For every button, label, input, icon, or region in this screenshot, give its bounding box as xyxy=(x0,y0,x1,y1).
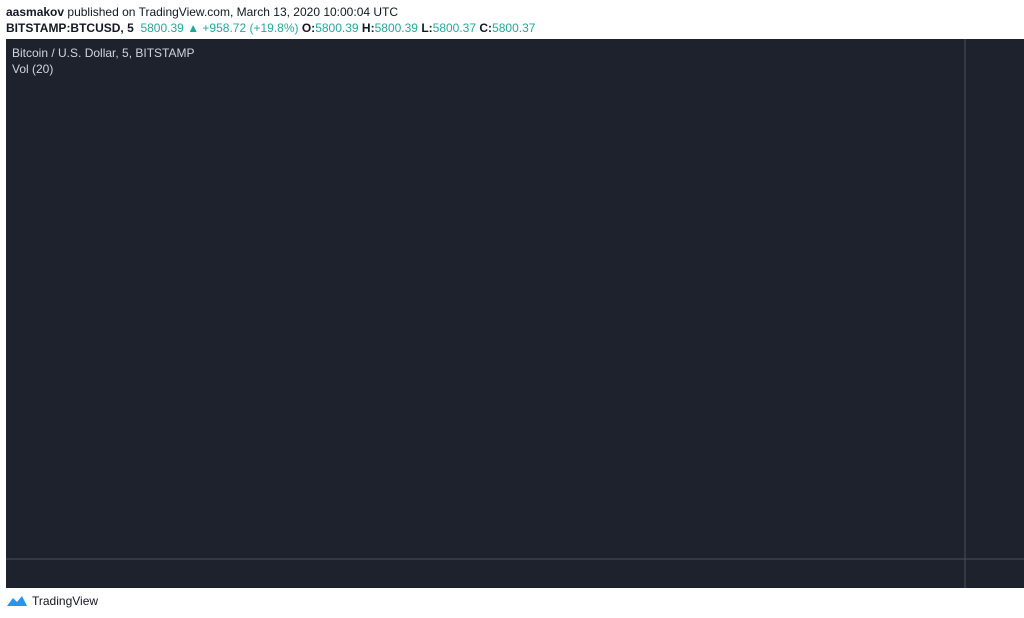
header: aasmakov published on TradingView.com, M… xyxy=(6,4,535,36)
ohlc-value: 5800.37 xyxy=(492,21,536,35)
symbol: BITSTAMP:BTCUSD, 5 xyxy=(6,21,134,35)
published: published on TradingView.com, March 13, … xyxy=(67,5,399,19)
ohlc-value: 5800.37 xyxy=(432,21,477,35)
brand: TradingView xyxy=(32,594,99,608)
quote-line: BITSTAMP:BTCUSD, 5 5800.39 ▲ +958.72 (+1… xyxy=(6,20,535,36)
publish-line: aasmakov published on TradingView.com, M… xyxy=(6,4,535,20)
ohlc-label: O: xyxy=(301,21,316,35)
ohlc-value: 5800.39 xyxy=(374,21,418,35)
author: aasmakov xyxy=(6,5,65,19)
ohlc-label: C: xyxy=(479,21,493,35)
time-axis-bg xyxy=(6,559,1024,588)
chart-title: Bitcoin / U.S. Dollar, 5, BITSTAMP xyxy=(12,46,195,60)
price-axis-bg xyxy=(965,39,1024,559)
ohlc: O:5800.39 H:5800.39 L:5800.37 C:5800.37 xyxy=(302,21,536,35)
plot-bg xyxy=(6,39,965,559)
ohlc-value: 5800.39 xyxy=(315,21,359,35)
volume-label: Vol (20) xyxy=(12,62,53,76)
footer: TradingView xyxy=(6,594,98,608)
logo xyxy=(7,596,27,606)
ohlc-label: L: xyxy=(421,21,433,35)
ohlc-label: H: xyxy=(361,21,375,35)
change: +958.72 (+19.8%) xyxy=(202,21,299,35)
arrow: ▲ xyxy=(187,21,200,35)
price: 5800.39 xyxy=(140,21,184,35)
